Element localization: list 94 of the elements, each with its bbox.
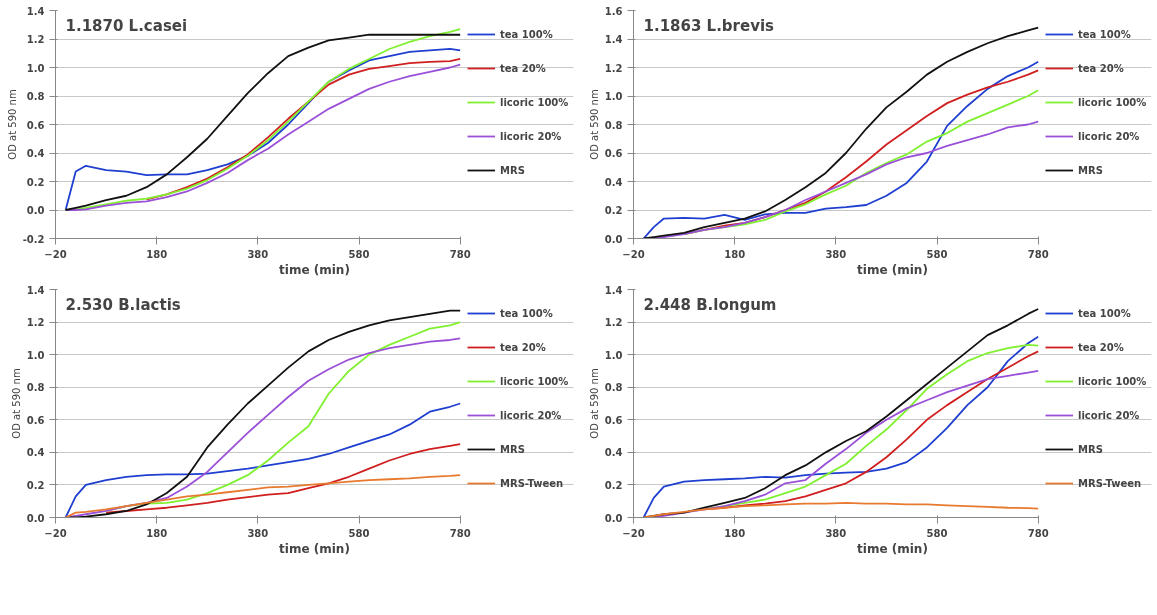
y-tick-label: 0.6 <box>26 414 45 426</box>
x-tick-label: 380 <box>825 527 847 539</box>
y-tick-label: 0.4 <box>26 447 45 459</box>
line-series <box>64 474 462 518</box>
y-tick-label: 0.0 <box>604 512 623 524</box>
x-axis-title: time (min) <box>279 541 350 556</box>
legend-label: tea 100% <box>1078 307 1131 319</box>
y-tick-label: 1.2 <box>26 317 45 329</box>
legend-label: MRS-Tween <box>500 477 564 489</box>
x-tick-label: 580 <box>348 248 370 260</box>
y-tick-label: 1.4 <box>26 284 45 296</box>
y-tick-label: 1.2 <box>26 34 45 45</box>
x-tick-label: 180 <box>724 527 746 539</box>
legend-label: licoric 20% <box>1078 130 1140 142</box>
y-tick-label: 1.4 <box>604 284 623 296</box>
legend-label: MRS <box>1078 443 1103 455</box>
legend-label: licoric 100% <box>1078 96 1147 108</box>
y-tick-label: 1.0 <box>604 91 623 102</box>
legend-label: MRS-Tween <box>1078 477 1142 489</box>
y-tick-label: 0.6 <box>26 119 45 131</box>
x-tick-label: 780 <box>1027 248 1049 260</box>
y-axis-title: OD at 590 nm <box>588 368 600 439</box>
y-tick-label: 1.0 <box>26 62 45 74</box>
y-tick-label: 0.8 <box>26 91 45 102</box>
legend-label: tea 20% <box>1078 62 1124 74</box>
x-tick-label: −20 <box>44 527 67 539</box>
legend-label: licoric 100% <box>1078 375 1147 387</box>
x-axis-title: time (min) <box>857 262 928 277</box>
x-tick-label: 580 <box>926 248 948 260</box>
legend-label: MRS <box>500 164 525 176</box>
y-tick-label: 1.6 <box>604 5 623 17</box>
legend-label: tea 20% <box>500 341 546 353</box>
line-series <box>145 58 462 201</box>
y-tick-label: 0.6 <box>604 414 623 426</box>
y-tick-label: 0.2 <box>26 479 45 491</box>
x-tick-label: 580 <box>348 527 370 539</box>
line-series <box>64 402 462 518</box>
legend-label: licoric 20% <box>500 409 562 421</box>
line-series <box>642 60 1040 239</box>
legend-label: licoric 100% <box>500 96 569 108</box>
x-tick-label: 780 <box>449 527 471 539</box>
x-tick-label: 380 <box>825 248 847 260</box>
y-tick-label: 0.8 <box>604 382 623 394</box>
x-tick-label: 580 <box>926 527 948 539</box>
legend-label: tea 20% <box>1078 341 1124 353</box>
y-tick-label: 0.0 <box>26 512 45 524</box>
x-tick-label: 380 <box>247 248 269 260</box>
legend-label: tea 20% <box>500 62 546 74</box>
y-tick-label: 0.4 <box>26 148 45 159</box>
chart-title: 2.448 B.longum <box>643 295 777 314</box>
legend-label: licoric 20% <box>1078 409 1140 421</box>
x-axis-title: time (min) <box>857 541 928 556</box>
line-series <box>105 443 462 514</box>
y-tick-label: 0.2 <box>26 176 45 188</box>
x-tick-label: −20 <box>622 527 645 539</box>
y-tick-label: 1.4 <box>604 34 623 45</box>
x-tick-label: 180 <box>146 248 168 260</box>
legend-label: MRS <box>1078 164 1103 176</box>
y-tick-label: 1.2 <box>604 317 623 329</box>
legend-label: MRS <box>500 443 525 455</box>
y-tick-label: 1.0 <box>604 349 623 361</box>
y-tick-label: 0.6 <box>604 148 623 159</box>
x-tick-label: −20 <box>622 248 645 260</box>
y-tick-label: 0.4 <box>604 176 623 188</box>
y-tick-label: 1.2 <box>604 62 623 74</box>
x-axis-title: time (min) <box>279 262 350 277</box>
y-tick-label: 0.0 <box>26 205 45 216</box>
y-tick-label: 0.8 <box>26 382 45 394</box>
x-tick-label: −20 <box>44 248 67 260</box>
y-tick-label: 1.4 <box>26 5 45 17</box>
y-tick-label: 0.0 <box>604 233 623 245</box>
y-axis-title: OD at 590 nm <box>6 89 18 160</box>
legend-label: tea 100% <box>500 307 553 319</box>
legend-label: licoric 20% <box>500 130 562 142</box>
x-tick-label: 380 <box>247 527 269 539</box>
chart-title: 1.1870 L.casei <box>65 16 188 35</box>
y-tick-label: 0.8 <box>604 119 623 131</box>
y-tick-label: 1.0 <box>26 349 45 361</box>
y-tick-label: 0.4 <box>604 447 623 459</box>
y-tick-label: -0.2 <box>22 233 45 245</box>
x-tick-label: 180 <box>724 248 746 260</box>
chart-title: 1.1863 L.brevis <box>643 16 775 35</box>
x-tick-label: 180 <box>146 527 168 539</box>
x-tick-label: 780 <box>1027 527 1049 539</box>
y-tick-label: 0.2 <box>604 205 623 216</box>
y-tick-label: 0.2 <box>604 479 623 491</box>
y-axis-title: OD at 590 nm <box>10 368 22 439</box>
legend-label: licoric 100% <box>500 375 569 387</box>
x-tick-label: 780 <box>449 248 471 260</box>
line-series <box>642 501 1040 518</box>
y-axis-title: OD at 590 nm <box>588 89 600 160</box>
legend-label: tea 100% <box>500 28 553 40</box>
legend-label: tea 100% <box>1078 28 1131 40</box>
chart-title: 2.530 B.lactis <box>65 295 181 314</box>
